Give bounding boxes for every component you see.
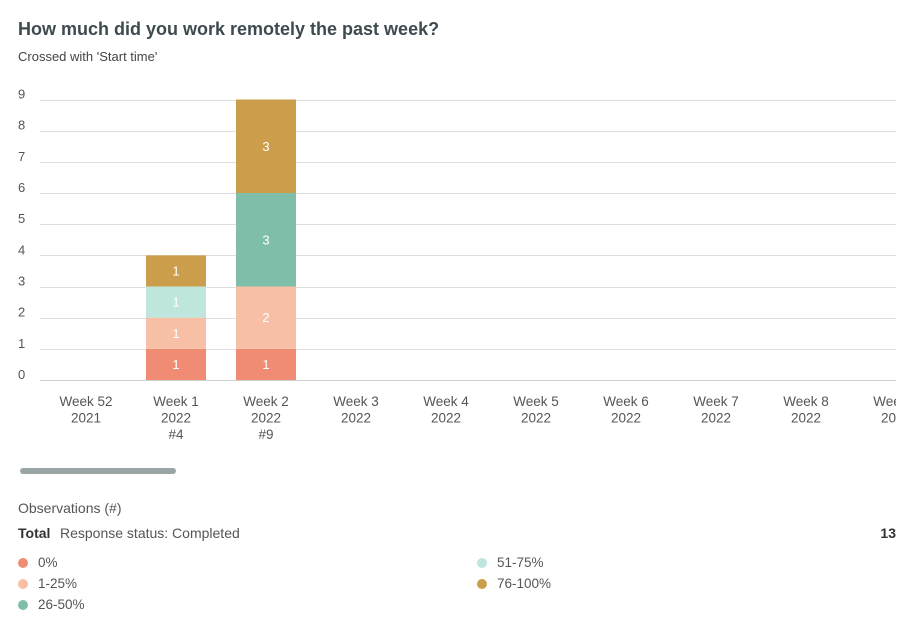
legend-label: 1-25% xyxy=(38,576,78,591)
x-tick-label: Week 3 xyxy=(333,394,379,409)
bar-data-label: 2 xyxy=(262,310,269,325)
y-tick-label: 2 xyxy=(18,305,25,320)
bar-segment xyxy=(146,286,206,318)
x-tick-label: Week 7 xyxy=(693,394,739,409)
x-tick-label: 2022 xyxy=(881,411,896,426)
legend-swatch xyxy=(477,579,487,589)
x-tick-label: Week 4 xyxy=(423,394,469,409)
legend-swatch xyxy=(18,600,28,610)
total-count: 13 xyxy=(880,525,896,541)
x-tick-label: Week 6 xyxy=(603,394,649,409)
bar-data-label: 1 xyxy=(262,357,269,372)
legend-swatch xyxy=(18,558,28,568)
bar-segment xyxy=(146,348,206,380)
x-tick-label: 2021 xyxy=(71,411,101,426)
bar-data-label: 1 xyxy=(172,326,179,341)
x-tick-label: Week 52 xyxy=(59,394,112,409)
total-row: Total Response status: Completed 13 xyxy=(18,525,896,543)
bar-segment xyxy=(236,286,296,349)
legend-label: 51-75% xyxy=(497,555,544,570)
bar-segment xyxy=(236,99,296,193)
x-tick-label: #4 xyxy=(168,427,184,440)
bar-segment xyxy=(146,255,206,287)
x-tick-label: Week 8 xyxy=(783,394,829,409)
bar-segment xyxy=(146,317,206,349)
bar-data-label: 1 xyxy=(172,263,179,278)
x-tick-label: 2022 xyxy=(701,411,731,426)
x-tick-label: 2022 xyxy=(161,411,191,426)
y-tick-label: 0 xyxy=(18,367,25,382)
bar-data-label: 1 xyxy=(172,357,179,372)
x-tick-label: 2022 xyxy=(611,411,641,426)
total-status: Response status: Completed xyxy=(60,525,240,541)
legend-label: 26-50% xyxy=(38,597,85,612)
bar-segment xyxy=(236,193,296,287)
y-tick-label: 1 xyxy=(18,336,25,351)
y-tick-label: 9 xyxy=(18,87,25,102)
x-tick-label: #9 xyxy=(258,427,273,440)
x-tick-label: Week 5 xyxy=(513,394,559,409)
total-label: Total xyxy=(18,525,51,541)
legend-swatch xyxy=(18,579,28,589)
x-tick-label: 2022 xyxy=(791,411,821,426)
bar-segment xyxy=(236,348,296,380)
legend-label: 76-100% xyxy=(497,576,552,591)
horizontal-scrollbar[interactable] xyxy=(20,468,176,474)
y-tick-label: 4 xyxy=(18,242,25,257)
bar-data-label: 1 xyxy=(172,295,179,310)
x-tick-label: 2022 xyxy=(431,411,461,426)
chart-title: How much did you work remotely the past … xyxy=(18,19,440,39)
y-tick-label: 3 xyxy=(18,274,25,289)
x-tick-label: Week 1 xyxy=(153,394,199,409)
x-tick-label: 2022 xyxy=(521,411,551,426)
observations-label: Observations (#) xyxy=(18,500,122,516)
bar-data-label: 3 xyxy=(262,232,269,247)
x-tick-label: 2022 xyxy=(341,411,371,426)
y-tick-label: 7 xyxy=(18,149,25,164)
x-tick-label: 2022 xyxy=(251,411,281,426)
x-tick-label: Week 9 xyxy=(873,394,896,409)
legend-swatch xyxy=(477,558,487,568)
legend-label: 0% xyxy=(38,555,58,570)
y-tick-label: 8 xyxy=(18,118,25,133)
x-tick-label: Week 2 xyxy=(243,394,289,409)
y-tick-label: 6 xyxy=(18,180,25,195)
bar-data-label: 3 xyxy=(262,139,269,154)
y-tick-label: 5 xyxy=(18,211,25,226)
chart-subtitle: Crossed with 'Start time' xyxy=(18,49,158,64)
